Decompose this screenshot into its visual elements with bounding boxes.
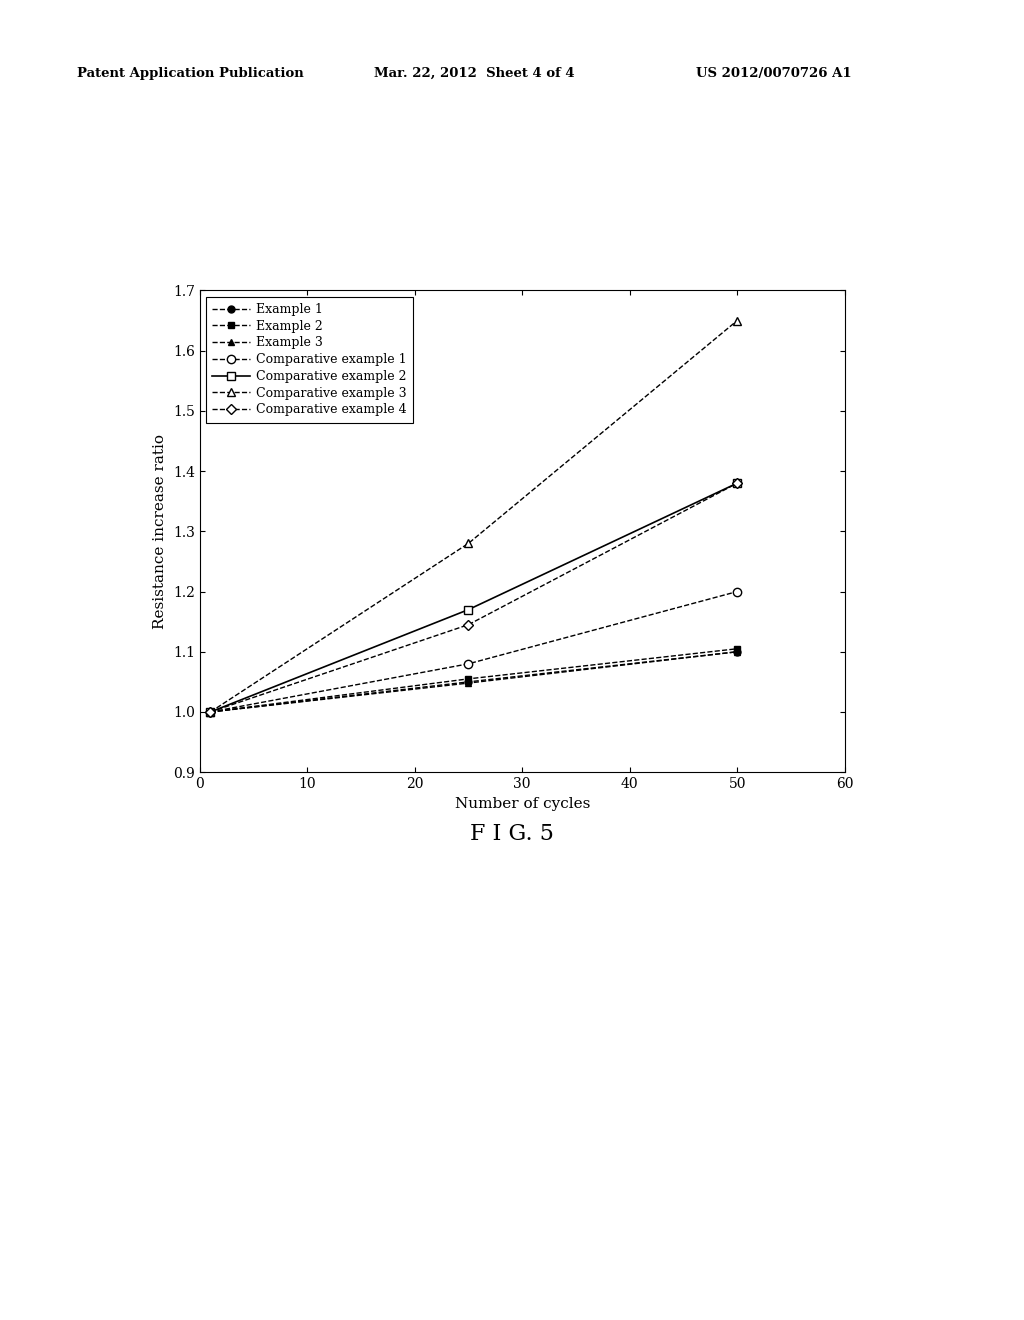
Example 3	[731, 644, 743, 660]
Example 2	[205, 704, 217, 719]
Text: US 2012/0070726 A1: US 2012/0070726 A1	[696, 66, 852, 79]
Comparative example 3	[205, 704, 217, 719]
Example 3	[462, 675, 474, 690]
Comparative example 1	[205, 704, 217, 719]
Line: Comparative example 1: Comparative example 1	[206, 587, 741, 717]
Example 1	[205, 704, 217, 719]
Comparative example 3	[731, 313, 743, 329]
Y-axis label: Resistance increase ratio: Resistance increase ratio	[154, 434, 167, 628]
Text: F I G. 5: F I G. 5	[470, 824, 554, 845]
Line: Example 3: Example 3	[207, 648, 740, 715]
Example 2	[462, 671, 474, 686]
Line: Comparative example 4: Comparative example 4	[207, 479, 740, 715]
Comparative example 4	[731, 475, 743, 491]
Comparative example 1	[462, 656, 474, 672]
Line: Comparative example 3: Comparative example 3	[206, 317, 741, 717]
Comparative example 4	[205, 704, 217, 719]
Legend: Example 1, Example 2, Example 3, Comparative example 1, Comparative example 2, C: Example 1, Example 2, Example 3, Compara…	[206, 297, 413, 422]
Comparative example 2	[462, 602, 474, 618]
Text: Mar. 22, 2012  Sheet 4 of 4: Mar. 22, 2012 Sheet 4 of 4	[374, 66, 574, 79]
Text: Patent Application Publication: Patent Application Publication	[77, 66, 303, 79]
X-axis label: Number of cycles: Number of cycles	[455, 796, 590, 810]
Example 1	[462, 675, 474, 690]
Line: Example 2: Example 2	[207, 645, 740, 715]
Example 1	[731, 644, 743, 660]
Comparative example 4	[462, 616, 474, 632]
Line: Example 1: Example 1	[207, 648, 740, 715]
Comparative example 2	[205, 704, 217, 719]
Line: Comparative example 2: Comparative example 2	[206, 479, 741, 717]
Example 2	[731, 640, 743, 656]
Comparative example 3	[462, 536, 474, 552]
Comparative example 1	[731, 583, 743, 599]
Example 3	[205, 704, 217, 719]
Comparative example 2	[731, 475, 743, 491]
